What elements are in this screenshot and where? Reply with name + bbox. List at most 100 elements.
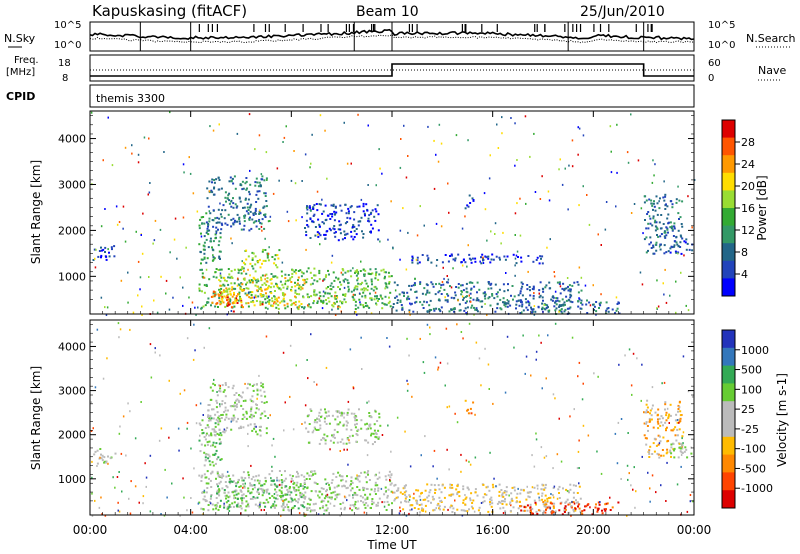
velocity-cell bbox=[233, 497, 236, 500]
power-cell bbox=[313, 290, 316, 293]
power-cell bbox=[339, 204, 342, 207]
velocity-cell bbox=[239, 425, 242, 428]
power-cell bbox=[655, 249, 658, 252]
velocity-cell bbox=[343, 412, 346, 415]
velocity-cell bbox=[657, 427, 660, 430]
power-cell bbox=[454, 259, 457, 262]
velocity-cell bbox=[256, 383, 258, 386]
freq-label: Freq. bbox=[14, 55, 39, 66]
velocity-cell bbox=[352, 494, 354, 497]
velocity-cell bbox=[280, 494, 283, 497]
velocity-cell bbox=[566, 490, 569, 492]
velocity-cell bbox=[415, 499, 418, 502]
velocity-cell bbox=[611, 506, 614, 509]
power-cell bbox=[281, 283, 284, 286]
power-cell bbox=[495, 255, 498, 258]
power-cell bbox=[466, 265, 468, 268]
velocity-cell bbox=[329, 439, 332, 442]
velocity-cell bbox=[217, 485, 219, 488]
velocity-cell bbox=[206, 443, 209, 446]
power-cell bbox=[501, 132, 503, 135]
power-cell bbox=[267, 220, 270, 223]
power-cell bbox=[536, 256, 539, 259]
power-cell bbox=[430, 281, 433, 284]
power-cell bbox=[315, 203, 318, 205]
power-cell bbox=[366, 304, 368, 307]
velocity-cell bbox=[469, 407, 472, 410]
velocity-cell bbox=[468, 322, 471, 325]
velocity-cell bbox=[271, 444, 273, 447]
velocity-cell bbox=[250, 478, 253, 481]
power-cell bbox=[232, 223, 235, 226]
velocity-cell bbox=[271, 495, 274, 498]
velocity-cell bbox=[658, 435, 661, 438]
velocity-cell bbox=[274, 488, 277, 491]
power-cell bbox=[505, 272, 507, 274]
nave-tick-top: 60 bbox=[708, 58, 721, 69]
power-cell bbox=[229, 300, 232, 303]
power-cell bbox=[245, 258, 248, 261]
power-cell bbox=[306, 224, 309, 226]
power-cell bbox=[606, 307, 609, 310]
power-cell bbox=[227, 303, 230, 306]
velocity-cell bbox=[244, 477, 247, 480]
velocity-cell bbox=[357, 507, 360, 510]
velocity-cell bbox=[571, 500, 573, 503]
velocity-cell bbox=[651, 404, 654, 407]
power-cell bbox=[240, 301, 243, 304]
power-cell bbox=[558, 281, 561, 284]
velocity-cell bbox=[533, 486, 536, 489]
power-cell bbox=[259, 209, 261, 212]
velocity-cell bbox=[262, 491, 265, 494]
power-cell bbox=[675, 280, 677, 283]
power-y-tick-label: 2000 bbox=[58, 224, 86, 237]
velocity-cell bbox=[315, 429, 318, 431]
power-cell bbox=[237, 271, 240, 274]
power-cell bbox=[514, 122, 516, 125]
velocity-cell bbox=[209, 479, 212, 482]
power-cell bbox=[586, 312, 589, 314]
power-cell bbox=[319, 203, 322, 206]
velocity-cell bbox=[101, 459, 104, 462]
velocity-cell bbox=[158, 439, 161, 442]
power-cell bbox=[197, 306, 199, 309]
velocity-cell bbox=[322, 500, 325, 503]
power-cell bbox=[379, 167, 381, 170]
power-cell bbox=[649, 222, 652, 225]
power-cell bbox=[238, 222, 241, 225]
velocity-cell bbox=[531, 507, 534, 510]
velocity-cell bbox=[536, 487, 539, 490]
velocity-cell bbox=[213, 378, 215, 381]
power-cell bbox=[346, 232, 349, 235]
power-cell bbox=[236, 220, 238, 223]
power-cell bbox=[372, 289, 375, 292]
power-cell bbox=[233, 175, 236, 178]
power-cell bbox=[215, 230, 218, 233]
velocity-cell bbox=[429, 326, 431, 329]
velocity-cell bbox=[468, 460, 470, 463]
power-cell bbox=[381, 307, 384, 310]
power-colorbar-swatch bbox=[722, 260, 735, 279]
power-cell bbox=[664, 193, 667, 196]
velocity-cell bbox=[663, 381, 666, 384]
velocity-cell bbox=[285, 485, 288, 488]
velocity-cell bbox=[617, 421, 620, 424]
power-cell bbox=[249, 262, 252, 265]
power-cell bbox=[577, 305, 580, 308]
velocity-cell bbox=[107, 462, 109, 465]
power-cell bbox=[258, 220, 260, 223]
velocity-cell bbox=[280, 514, 282, 517]
velocity-cell bbox=[596, 450, 598, 453]
power-cell bbox=[573, 281, 576, 284]
power-cell bbox=[297, 308, 300, 311]
velocity-cell bbox=[411, 395, 413, 398]
power-cell bbox=[263, 214, 266, 217]
power-cell bbox=[363, 287, 365, 290]
power-cell bbox=[359, 301, 361, 304]
power-cell bbox=[571, 165, 574, 168]
velocity-cell bbox=[101, 513, 103, 516]
velocity-cell bbox=[585, 505, 588, 508]
velocity-cell bbox=[469, 499, 472, 502]
power-cell bbox=[265, 177, 268, 180]
power-cell bbox=[141, 252, 144, 255]
